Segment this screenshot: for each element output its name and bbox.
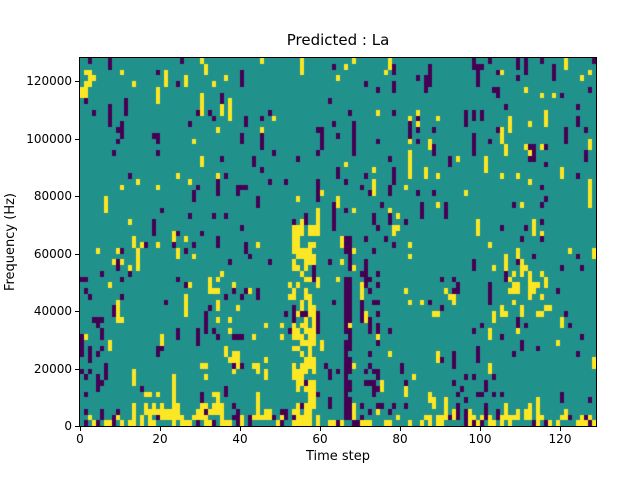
y-tick-label: 80000 [33, 189, 72, 203]
x-axis-label: Time step [305, 449, 371, 464]
x-tick-label: 60 [312, 432, 328, 446]
chart-title: Predicted : La [286, 31, 390, 49]
y-tick-mark [75, 196, 79, 197]
y-tick-mark [75, 368, 79, 370]
x-tick-label: 20 [152, 432, 168, 446]
y-tick-label: 20000 [33, 361, 72, 376]
x-tick-label: 100 [468, 432, 492, 446]
y-tick-mark [75, 253, 79, 255]
x-tick-label: 120 [548, 432, 572, 446]
x-tick-mark [160, 427, 161, 431]
x-tick-label: 40 [232, 432, 248, 446]
x-tick-mark [480, 427, 481, 431]
heatmap-canvas [80, 58, 596, 426]
y-tick-mark [75, 138, 79, 140]
x-tick-label: 80 [392, 432, 408, 446]
y-tick-label: 40000 [33, 304, 72, 318]
x-tick-mark [80, 427, 81, 431]
x-tick-label: 0 [76, 432, 84, 446]
x-tick-mark [240, 427, 241, 431]
x-tick-mark [400, 427, 401, 431]
y-tick-label: 0 [64, 419, 72, 433]
x-tick-mark [560, 427, 561, 431]
y-tick-label: 120000 [26, 74, 72, 88]
x-tick-mark [320, 427, 321, 431]
y-tick-mark [75, 81, 79, 82]
y-tick-mark [75, 426, 79, 427]
plot-area [79, 57, 597, 427]
y-tick-mark [75, 311, 79, 312]
y-tick-label: 100000 [26, 131, 72, 146]
y-tick-label: 60000 [33, 246, 72, 261]
y-axis-label: Frequency (Hz) [3, 192, 18, 292]
